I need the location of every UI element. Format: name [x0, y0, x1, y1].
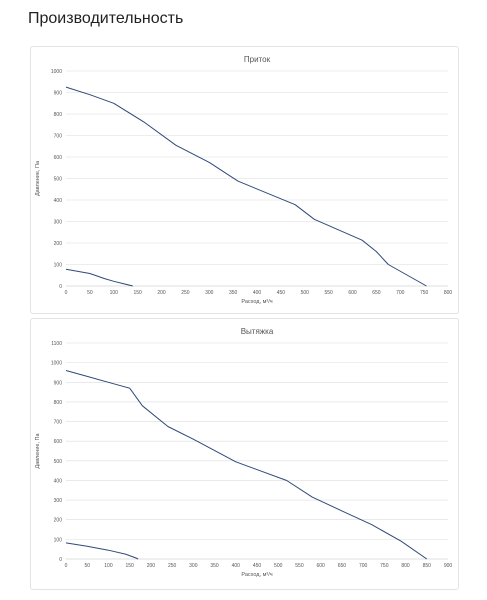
chart-1-x-tick-label: 850 [423, 563, 432, 569]
chart-1-y-tick-label: 1000 [51, 361, 62, 367]
chart-1-y-tick-label: 500 [54, 459, 63, 465]
chart-1-x-tick-label: 800 [401, 563, 410, 569]
chart-0-title: Приток [244, 55, 271, 64]
chart-0-x-tick-label: 250 [181, 290, 190, 296]
chart-0-series-1-line [65, 268, 133, 287]
chart-1-x-tick-label: 150 [125, 563, 134, 569]
chart-0-x-axis-label: Расход, м³/ч [241, 299, 272, 305]
chart-0-y-tick-label: 800 [54, 112, 63, 118]
chart-0-x-tick-label: 150 [133, 290, 142, 296]
chart-0-x-tick-label: 450 [277, 290, 286, 296]
chart-0-x-tick-label: 700 [396, 290, 405, 296]
chart-0-x-tick-label: 500 [301, 290, 310, 296]
chart-1-x-tick-label: 900 [444, 563, 453, 569]
chart-0-y-tick-label: 100 [54, 263, 63, 269]
chart-0-y-axis-label: Давление, Па [35, 160, 41, 196]
chart-0-x-tick-label: 550 [324, 290, 333, 296]
chart-1-x-tick-label: 50 [84, 563, 90, 569]
chart-1-y-tick-label: 400 [54, 478, 63, 484]
chart-0-y-tick-label: 400 [54, 198, 63, 204]
chart-0-y-tick-label: 700 [54, 134, 63, 140]
chart-1-y-tick-label: 1100 [51, 341, 62, 347]
chart-0-x-tick-label: 200 [157, 290, 166, 296]
chart-1-x-tick-label: 200 [147, 563, 156, 569]
chart-1-x-tick-label: 500 [274, 563, 283, 569]
chart-1-series-0-line [65, 370, 428, 560]
chart-0-x-tick-label: 50 [87, 290, 93, 296]
chart-1-x-tick-label: 250 [168, 563, 177, 569]
chart-1-y-tick-label: 600 [54, 439, 63, 445]
page-title: Производительность [28, 10, 184, 27]
chart-0-y-tick-label: 1000 [51, 69, 62, 75]
chart-1-x-tick-label: 750 [380, 563, 389, 569]
chart-1-y-tick-label: 0 [59, 557, 62, 563]
chart-0-x-tick-label: 0 [65, 290, 68, 296]
chart-1-x-tick-label: 650 [338, 563, 347, 569]
chart-1-y-axis-label: Давление, Па [35, 433, 41, 469]
exhaust-chart: 0 100 200 300 400 500 600 700 800 900 1000 1100 0 50 1… [35, 327, 453, 578]
chart-0-y-tick-label: 500 [54, 177, 63, 183]
chart-1-x-tick-label: 100 [104, 563, 113, 569]
chart-0-x-tick-label: 400 [253, 290, 262, 296]
chart-0-y-tick-label: 600 [54, 155, 63, 161]
intake-chart-card: 0 100 200 300 400 500 600 700 800 900 1000 0 50 100 15… [30, 46, 459, 314]
chart-1-y-tick-label: 800 [54, 400, 63, 406]
chart-0-x-tick-label: 750 [420, 290, 429, 296]
exhaust-chart-card: 0 100 200 300 400 500 600 700 800 900 1000 1100 0 50 1… [30, 318, 459, 590]
chart-1-x-tick-label: 400 [232, 563, 241, 569]
chart-0-y-tick-label: 200 [54, 241, 63, 247]
chart-1-x-tick-label: 300 [189, 563, 198, 569]
chart-1-y-tick-label: 300 [54, 498, 63, 504]
chart-1-series-1-line [65, 542, 139, 560]
chart-0-y-tick-label: 0 [59, 284, 62, 290]
chart-1-x-tick-label: 0 [65, 563, 68, 569]
chart-1-x-axis-label: Расход, м³/ч [241, 572, 272, 578]
intake-chart: 0 100 200 300 400 500 600 700 800 900 1000 0 50 100 15… [35, 55, 453, 305]
chart-1-x-tick-label: 600 [316, 563, 325, 569]
chart-1-y-tick-label: 700 [54, 420, 63, 426]
chart-1-x-tick-label: 700 [359, 563, 368, 569]
chart-0-x-tick-label: 350 [229, 290, 238, 296]
chart-0-x-tick-label: 100 [110, 290, 119, 296]
chart-0-series-0-line [65, 86, 427, 287]
chart-1-x-tick-label: 550 [295, 563, 304, 569]
chart-0-y-tick-label: 900 [54, 91, 63, 97]
chart-1-x-tick-label: 450 [253, 563, 262, 569]
chart-0-y-tick-label: 300 [54, 220, 63, 226]
chart-0-x-tick-label: 800 [444, 290, 453, 296]
chart-1-x-tick-label: 350 [210, 563, 219, 569]
chart-1-y-tick-label: 900 [54, 380, 63, 386]
chart-1-title: Вытяжка [241, 327, 274, 336]
chart-0-x-tick-label: 600 [348, 290, 357, 296]
chart-0-x-tick-label: 650 [372, 290, 381, 296]
chart-0-x-tick-label: 300 [205, 290, 214, 296]
chart-1-y-tick-label: 200 [54, 518, 63, 524]
chart-1-y-tick-label: 100 [54, 537, 63, 543]
